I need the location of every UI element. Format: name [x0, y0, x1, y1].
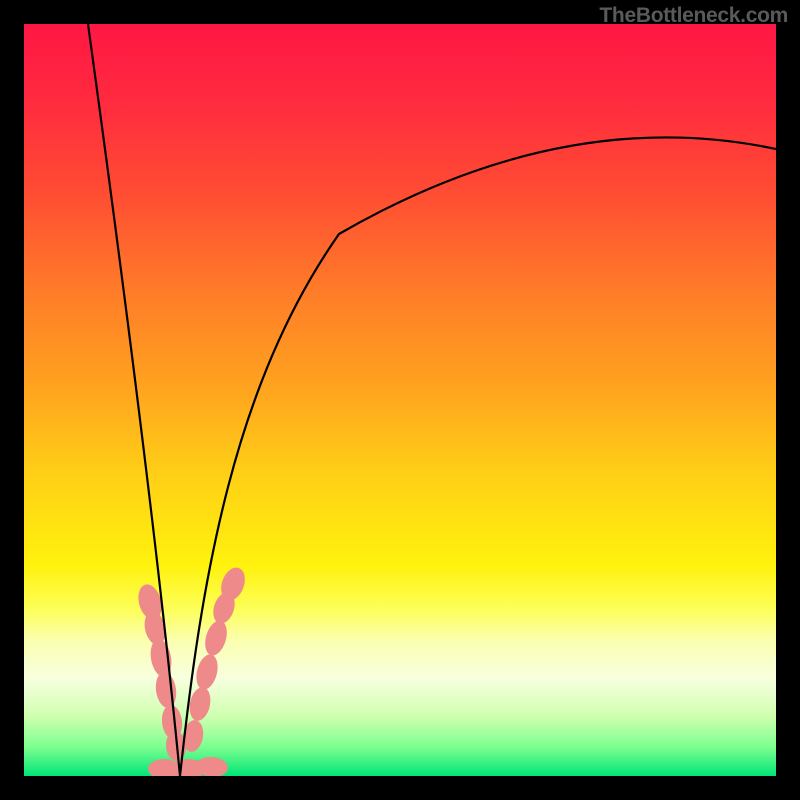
cluster-point [154, 671, 179, 709]
cluster-point [195, 756, 229, 776]
bottleneck-curve [24, 24, 776, 776]
cluster-point [193, 652, 221, 692]
chart-area [24, 24, 776, 776]
watermark-text: TheBottleneck.com [599, 4, 788, 28]
cluster-point [201, 618, 230, 658]
